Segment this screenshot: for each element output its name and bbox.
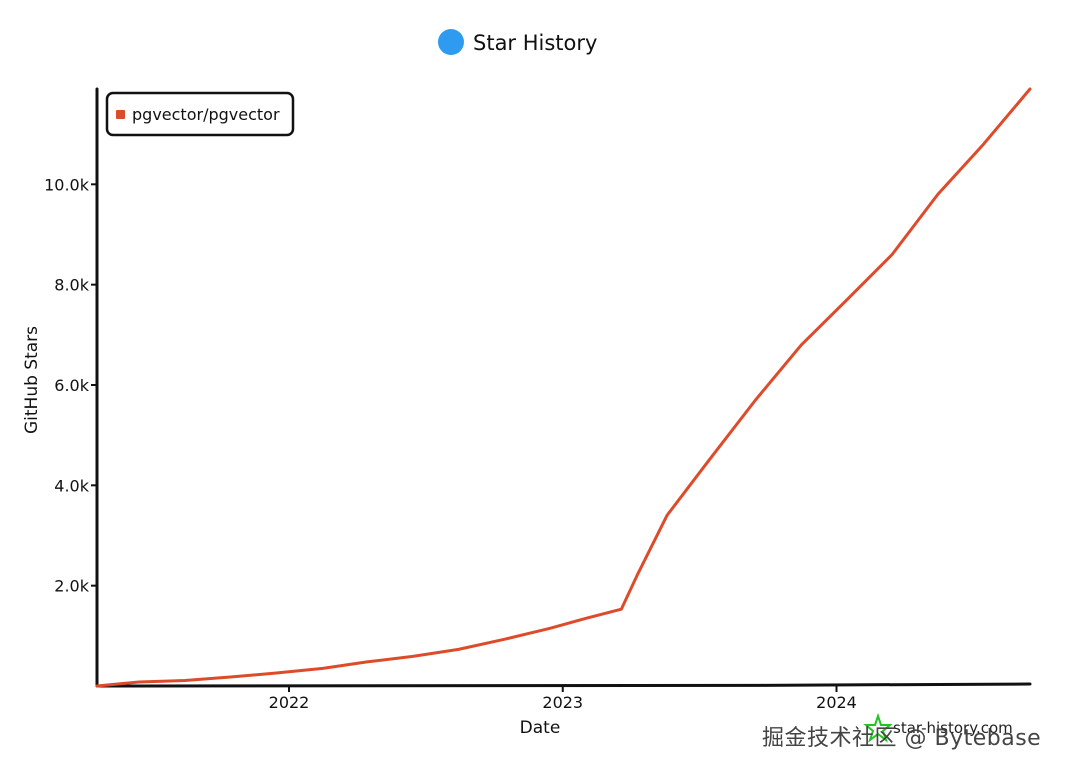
x-axis xyxy=(95,682,1032,688)
watermark: star-history.com xyxy=(863,712,1013,743)
y-tick-label: 2.0k xyxy=(54,577,89,596)
y-tick-label: 10.0k xyxy=(44,175,90,194)
x-tick-label: 2024 xyxy=(816,693,857,712)
title-dot-icon xyxy=(438,29,464,55)
x-ticks: 2022 2023 2024 xyxy=(269,686,857,712)
overlay-watermark: 掘金技术社区 @ Bytebase xyxy=(762,726,1042,751)
y-tick-label: 8.0k xyxy=(54,276,89,295)
x-tick-label: 2023 xyxy=(542,693,583,712)
legend-label: pgvector/pgvector xyxy=(132,105,280,124)
y-axis xyxy=(95,87,99,688)
legend: pgvector/pgvector xyxy=(105,91,295,137)
series-layer xyxy=(95,87,1032,688)
legend-box xyxy=(105,91,295,137)
chart-title: Star History xyxy=(473,31,597,55)
y-ticks: 2.0k 4.0k 6.0k 8.0k 10.0k xyxy=(44,175,97,596)
x-axis-title: Date xyxy=(520,718,561,738)
x-tick-label: 2022 xyxy=(269,693,310,712)
chart-title-group: Star History xyxy=(438,29,597,55)
series-line xyxy=(95,87,1032,688)
y-axis-title: GitHub Stars xyxy=(22,326,42,434)
y-tick-label: 6.0k xyxy=(54,376,89,395)
legend-swatch xyxy=(116,110,125,119)
y-tick-label: 4.0k xyxy=(54,476,89,495)
watermark-site: star-history.com xyxy=(893,719,1013,737)
star-history-logo-icon xyxy=(863,712,893,743)
